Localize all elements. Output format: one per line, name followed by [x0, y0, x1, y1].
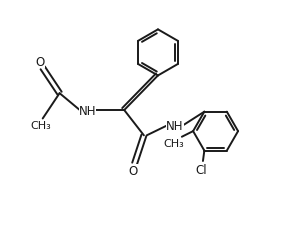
Text: Cl: Cl	[196, 163, 207, 176]
Text: O: O	[36, 56, 45, 69]
Text: NH: NH	[79, 104, 96, 117]
Text: CH₃: CH₃	[30, 120, 51, 130]
Text: NH: NH	[166, 119, 184, 133]
Text: O: O	[129, 164, 138, 177]
Text: CH₃: CH₃	[163, 138, 184, 148]
